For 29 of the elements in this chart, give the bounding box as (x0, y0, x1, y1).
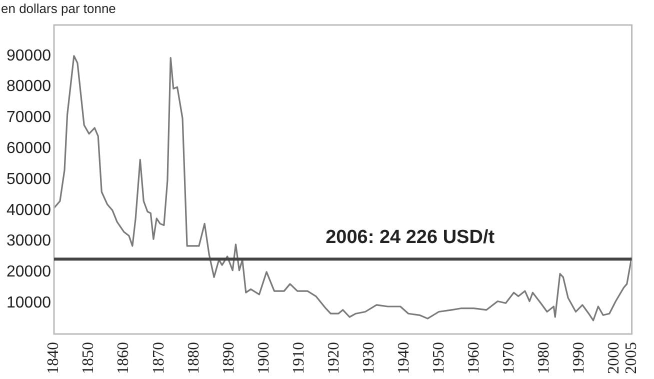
x-tick-label: 1980 (535, 342, 552, 374)
y-tick-label: 40000 (6, 202, 52, 219)
x-tick-label: 1900 (255, 342, 272, 374)
y-tick-label: 20000 (6, 264, 52, 281)
x-tick-label: 2000 (605, 342, 622, 374)
x-tick-label: 1840 (45, 342, 62, 374)
x-tick-label: 1950 (430, 342, 448, 374)
y-tick-label: 60000 (6, 140, 52, 158)
x-tick-label: 1960 (465, 342, 482, 374)
y-axis-title: en dollars par tonne (1, 1, 116, 16)
x-tick-label: 1910 (290, 342, 308, 374)
y-tick-label: 30000 (6, 232, 52, 250)
x-tick-label: 1920 (325, 342, 342, 374)
ref-line-label: 2006: 24 226 USD/t (326, 226, 496, 248)
x-tick-label: 2005 (623, 342, 640, 374)
x-tick-label: 1860 (115, 342, 132, 374)
x-tick-label: 1880 (185, 342, 202, 374)
y-tick-label: 10000 (6, 294, 52, 312)
x-tick-label: 1990 (570, 342, 588, 374)
y-tick-label: 80000 (6, 78, 52, 96)
y-tick-label: 70000 (6, 109, 52, 126)
x-tick-label: 1870 (150, 342, 168, 374)
x-tick-label: 1970 (500, 342, 518, 374)
x-tick-label: 1890 (220, 342, 238, 374)
y-tick-label: 50000 (6, 170, 52, 188)
x-tick-label: 1850 (80, 342, 98, 374)
x-tick-label: 1940 (395, 342, 412, 374)
y-tick-label: 90000 (6, 47, 52, 64)
x-tick-label: 1930 (360, 342, 378, 374)
